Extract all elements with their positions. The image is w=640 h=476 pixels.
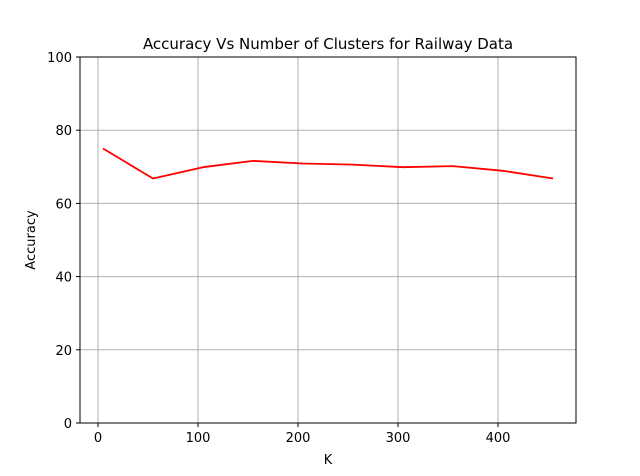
series-layer (102, 147, 554, 180)
x-tick-label: 100 (186, 431, 211, 446)
x-axis-label: K (324, 453, 333, 468)
x-tick-label: 300 (386, 431, 411, 446)
plot-frame (79, 56, 577, 424)
chart-title: Accuracy Vs Number of Clusters for Railw… (143, 35, 513, 53)
y-tick-label: 20 (55, 344, 72, 359)
y-tick-label: 60 (55, 197, 72, 212)
y-tick-label: 0 (64, 417, 72, 432)
y-axis-label: Accuracy (24, 210, 39, 270)
x-tick-label: 200 (286, 431, 311, 446)
ticks-layer: 0 100 200 300 400 0 20 40 60 80 100 (47, 51, 510, 446)
x-tick-label: 0 (94, 431, 102, 446)
x-tick-label: 400 (486, 431, 511, 446)
series-line (102, 147, 554, 180)
y-tick-label: 40 (55, 271, 72, 286)
y-tick-label: 100 (47, 51, 72, 66)
y-tick-label: 80 (55, 124, 72, 139)
